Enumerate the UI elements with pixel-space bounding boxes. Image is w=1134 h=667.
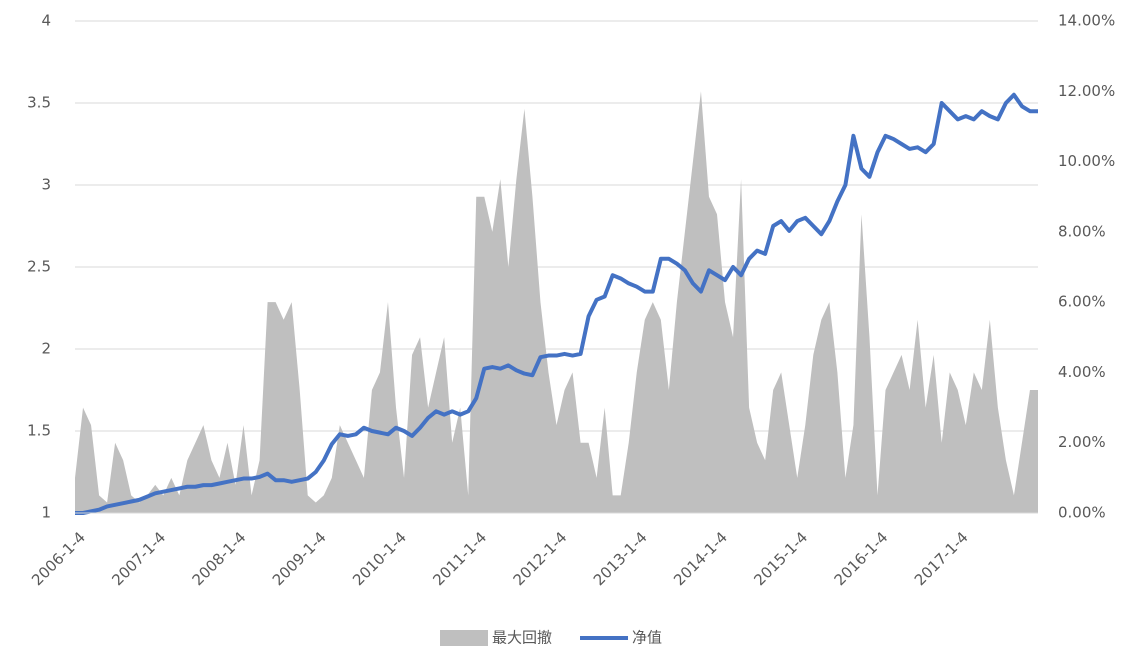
x-tick-label: 2006-1-4	[28, 528, 89, 589]
y-tick-label: 1	[41, 504, 51, 522]
y2-tick-label: 12.00%	[1058, 82, 1115, 100]
x-tick-label: 2017-1-4	[911, 528, 972, 589]
y-tick-label: 4	[41, 12, 51, 30]
x-tick-label: 2014-1-4	[670, 528, 731, 589]
x-tick-label: 2013-1-4	[590, 528, 651, 589]
x-tick-label: 2011-1-4	[429, 528, 490, 589]
y-tick-label: 3	[41, 176, 51, 194]
legend-swatch	[440, 630, 488, 646]
y2-tick-label: 4.00%	[1058, 363, 1106, 381]
y-tick-label: 2	[41, 340, 51, 358]
grid	[75, 20, 1038, 514]
x-tick-label: 2009-1-4	[269, 528, 330, 589]
area	[75, 91, 1038, 514]
x-tick-label: 2007-1-4	[108, 528, 169, 589]
x-tick-label: 2016-1-4	[831, 528, 892, 589]
y-tick-label: 2.5	[27, 258, 51, 276]
x-tick-label: 2012-1-4	[510, 528, 571, 589]
y2-tick-label: 2.00%	[1058, 433, 1106, 451]
y2-tick-label: 10.00%	[1058, 152, 1115, 170]
y-tick-label: 3.5	[27, 94, 51, 112]
x-tick-label: 2010-1-4	[349, 528, 410, 589]
y2-tick-label: 8.00%	[1058, 222, 1106, 240]
x-tick-label: 2008-1-4	[189, 528, 250, 589]
legend-label: 净值	[632, 629, 662, 647]
legend: 最大回撤 净值	[440, 629, 662, 647]
line	[75, 92, 1038, 515]
legend-label: 最大回撤	[492, 629, 552, 647]
y-tick-label: 1.5	[27, 422, 51, 440]
y2-tick-label: 6.00%	[1058, 293, 1106, 311]
y2-tick-label: 0.00%	[1058, 504, 1106, 522]
y2-tick-label: 14.00%	[1058, 12, 1115, 30]
x-tick-label: 2015-1-4	[750, 528, 811, 589]
